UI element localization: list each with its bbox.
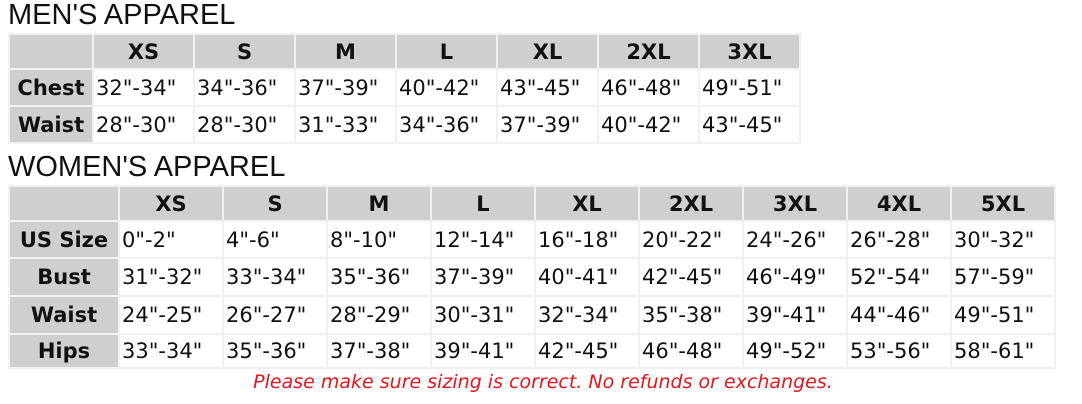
size-header: XS: [120, 187, 222, 220]
measurement-cell: 33"-34": [120, 335, 222, 367]
measurement-cell: 37"-39": [296, 70, 395, 105]
row-label: Bust: [10, 259, 118, 295]
mens-size-table: XS S M L XL 2XL 3XL Chest 32"-34" 34"-36" 37"-39" 4…: [8, 33, 801, 144]
size-header: 2XL: [640, 187, 742, 220]
size-header: M: [328, 187, 430, 220]
measurement-cell: 24"-26": [744, 222, 846, 257]
measurement-cell: 4"-6": [224, 222, 326, 257]
table-row: Waist 24"-25" 26"-27" 28"-29" 30"-31" 32"-34"…: [10, 297, 1054, 333]
measurement-cell: 16"-18": [536, 222, 638, 257]
size-header: 2XL: [599, 35, 698, 68]
measurement-cell: 28"-29": [328, 297, 430, 333]
measurement-cell: 34"-36": [195, 70, 294, 105]
row-label: Waist: [10, 107, 92, 142]
measurement-cell: 52"-54": [848, 259, 950, 295]
size-header: 4XL: [848, 187, 950, 220]
measurement-cell: 30"-32": [952, 222, 1054, 257]
size-header: L: [432, 187, 534, 220]
measurement-cell: 37"-38": [328, 335, 430, 367]
measurement-cell: 39"-41": [432, 335, 534, 367]
row-label: Hips: [10, 335, 118, 367]
measurement-cell: 31"-33": [296, 107, 395, 142]
sizing-disclaimer: Please make sure sizing is correct. No r…: [253, 371, 833, 393]
size-header: S: [224, 187, 326, 220]
measurement-cell: 33"-34": [224, 259, 326, 295]
row-label: US Size: [10, 222, 118, 257]
measurement-cell: 35"-38": [640, 297, 742, 333]
measurement-cell: 26"-28": [848, 222, 950, 257]
measurement-cell: 40"-41": [536, 259, 638, 295]
table-row: US Size 0"-2" 4"-6" 8"-10" 12"-14" 16"-18" 20"…: [10, 222, 1054, 257]
measurement-cell: 24"-25": [120, 297, 222, 333]
measurement-cell: 57"-59": [952, 259, 1054, 295]
row-label: Chest: [10, 70, 92, 105]
corner-cell: [10, 187, 118, 220]
measurement-cell: 43"-45": [700, 107, 799, 142]
size-header: L: [397, 35, 496, 68]
table-row: Bust 31"-32" 33"-34" 35"-36" 37"-39" 40"-41" 4…: [10, 259, 1054, 295]
measurement-cell: 35"-36": [224, 335, 326, 367]
corner-cell: [10, 35, 92, 68]
measurement-cell: 12"-14": [432, 222, 534, 257]
measurement-cell: 28"-30": [94, 107, 193, 142]
measurement-cell: 40"-42": [599, 107, 698, 142]
measurement-cell: 37"-39": [498, 107, 597, 142]
womens-apparel-title: WOMEN'S APPAREL: [8, 151, 286, 183]
table-row: Chest 32"-34" 34"-36" 37"-39" 40"-42" 43"-45"…: [10, 70, 799, 105]
measurement-cell: 8"-10": [328, 222, 430, 257]
size-header: XS: [94, 35, 193, 68]
measurement-cell: 32"-34": [536, 297, 638, 333]
measurement-cell: 35"-36": [328, 259, 430, 295]
row-label: Waist: [10, 297, 118, 333]
measurement-cell: 43"-45": [498, 70, 597, 105]
measurement-cell: 0"-2": [120, 222, 222, 257]
measurement-cell: 49"-51": [700, 70, 799, 105]
measurement-cell: 28"-30": [195, 107, 294, 142]
measurement-cell: 39"-41": [744, 297, 846, 333]
womens-size-table: XS S M L XL 2XL 3XL 4XL 5XL US Size 0"-2" 4"-6" 8"-1…: [8, 185, 1056, 369]
measurement-cell: 31"-32": [120, 259, 222, 295]
size-header: S: [195, 35, 294, 68]
size-header: 5XL: [952, 187, 1054, 220]
size-header: M: [296, 35, 395, 68]
header-row: XS S M L XL 2XL 3XL: [10, 35, 799, 68]
header-row: XS S M L XL 2XL 3XL 4XL 5XL: [10, 187, 1054, 220]
measurement-cell: 58"-61": [952, 335, 1054, 367]
table-row: Hips 33"-34" 35"-36" 37"-38" 39"-41" 42"-45" 4…: [10, 335, 1054, 367]
measurement-cell: 44"-46": [848, 297, 950, 333]
size-header: 3XL: [744, 187, 846, 220]
measurement-cell: 20"-22": [640, 222, 742, 257]
measurement-cell: 40"-42": [397, 70, 496, 105]
size-header: XL: [498, 35, 597, 68]
measurement-cell: 49"-52": [744, 335, 846, 367]
measurement-cell: 42"-45": [640, 259, 742, 295]
measurement-cell: 32"-34": [94, 70, 193, 105]
size-header: XL: [536, 187, 638, 220]
measurement-cell: 26"-27": [224, 297, 326, 333]
measurement-cell: 37"-39": [432, 259, 534, 295]
measurement-cell: 53"-56": [848, 335, 950, 367]
measurement-cell: 46"-48": [599, 70, 698, 105]
measurement-cell: 46"-49": [744, 259, 846, 295]
measurement-cell: 30"-31": [432, 297, 534, 333]
size-header: 3XL: [700, 35, 799, 68]
measurement-cell: 46"-48": [640, 335, 742, 367]
mens-apparel-title: MEN'S APPAREL: [8, 0, 236, 31]
measurement-cell: 42"-45": [536, 335, 638, 367]
table-row: Waist 28"-30" 28"-30" 31"-33" 34"-36" 37"-39"…: [10, 107, 799, 142]
measurement-cell: 34"-36": [397, 107, 496, 142]
measurement-cell: 49"-51": [952, 297, 1054, 333]
